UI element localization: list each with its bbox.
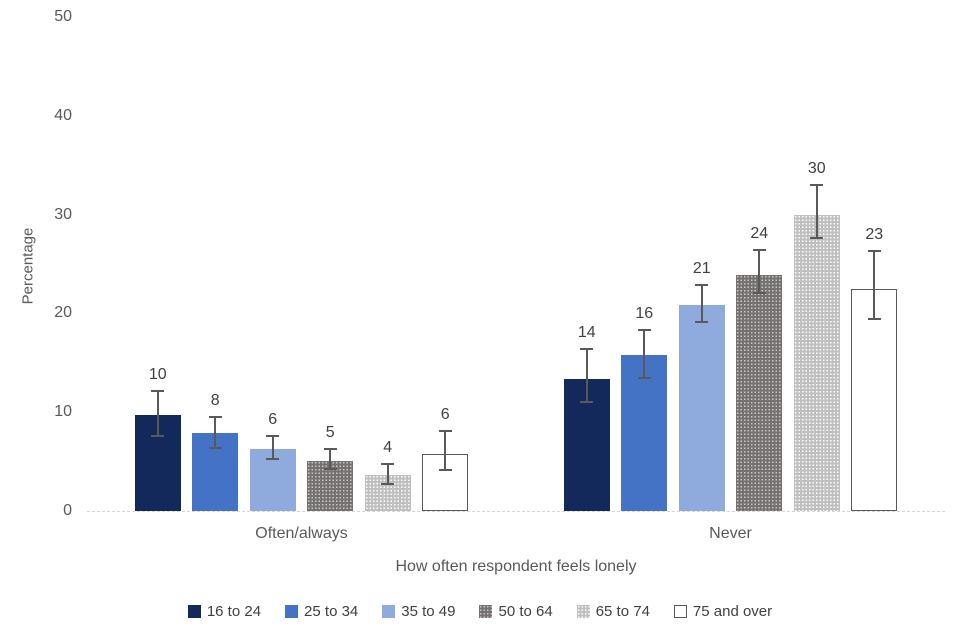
legend-label: 35 to 49 bbox=[401, 603, 456, 620]
error-bar-cap bbox=[580, 347, 594, 350]
error-bar-cap bbox=[810, 237, 824, 240]
legend-label: 25 to 34 bbox=[304, 603, 359, 620]
bar-35-to-49-never bbox=[678, 305, 725, 511]
y-tick-label: 0 bbox=[63, 502, 72, 519]
bar-75-and-over-never bbox=[851, 288, 898, 511]
plot-area: 10 8 6 5 4 6 14 16 21 24 30 23 bbox=[87, 17, 945, 512]
legend-item-35-to-49: 35 to 49 bbox=[382, 603, 455, 620]
y-tick-label: 20 bbox=[54, 304, 72, 322]
bar-25-to-34-never bbox=[621, 354, 668, 511]
bar-value-label: 24 bbox=[750, 225, 769, 243]
error-bar bbox=[156, 391, 159, 436]
error-bar bbox=[643, 330, 646, 378]
error-bar bbox=[386, 463, 389, 485]
error-bar bbox=[758, 250, 761, 293]
legend-label: 75 and over bbox=[692, 603, 773, 620]
category-label: Never bbox=[709, 525, 752, 542]
y-tick-label: 30 bbox=[54, 205, 72, 223]
error-bar-cap bbox=[208, 446, 222, 449]
legend-item-50-to-64: 50 to 64 bbox=[479, 603, 553, 620]
error-bar-cap bbox=[323, 467, 337, 470]
error-bar bbox=[815, 184, 818, 239]
error-bar-cap bbox=[266, 434, 280, 437]
bar-value-label: 4 bbox=[383, 438, 393, 456]
error-bar-cap bbox=[695, 283, 709, 286]
bar-value-label: 5 bbox=[325, 423, 335, 441]
bar-value-label: 14 bbox=[577, 323, 596, 341]
legend-label: 16 to 24 bbox=[206, 603, 262, 620]
bar-value-label: 6 bbox=[268, 410, 278, 428]
error-bar-cap bbox=[381, 483, 395, 486]
bar-value-label: 10 bbox=[148, 366, 167, 384]
legend: 16 to 24 25 to 34 35 to 49 50 to 64 65 to 74… bbox=[0, 603, 960, 620]
legend-item-75-and-over: 75 and over bbox=[673, 603, 773, 620]
bar-value-label: 6 bbox=[440, 405, 450, 423]
error-bar-cap bbox=[752, 249, 766, 252]
bar-value-label: 8 bbox=[210, 392, 220, 410]
error-bar-cap bbox=[438, 429, 452, 432]
legend-swatch-icon bbox=[479, 605, 493, 618]
bar-value-label: 23 bbox=[865, 226, 884, 244]
error-bar-cap bbox=[867, 318, 881, 321]
error-bar-cap bbox=[381, 462, 395, 465]
legend-swatch-icon bbox=[673, 605, 687, 618]
error-bar-cap bbox=[208, 416, 222, 419]
error-bar-cap bbox=[151, 434, 165, 437]
legend-swatch-icon bbox=[187, 605, 201, 618]
legend-label: 50 to 64 bbox=[498, 603, 553, 620]
error-bar bbox=[585, 348, 588, 403]
bar-value-label: 16 bbox=[635, 305, 654, 323]
error-bar-cap bbox=[266, 457, 280, 460]
error-bar bbox=[444, 430, 447, 470]
error-bar-cap bbox=[580, 401, 594, 404]
error-bar-cap bbox=[810, 183, 824, 186]
category-label: Often/always bbox=[255, 525, 348, 542]
x-axis-title: How often respondent feels lonely bbox=[395, 558, 637, 575]
error-bar-cap bbox=[323, 447, 337, 450]
error-bar-cap bbox=[637, 376, 651, 379]
legend-label: 65 to 74 bbox=[595, 603, 650, 620]
error-bar-cap bbox=[151, 390, 165, 393]
error-bar bbox=[700, 284, 703, 323]
y-tick-label: 10 bbox=[54, 403, 72, 421]
error-bar bbox=[873, 251, 876, 320]
legend-item-25-to-34: 25 to 34 bbox=[285, 603, 358, 620]
legend-item-16-to-24: 16 to 24 bbox=[187, 603, 262, 620]
y-tick-label: 50 bbox=[54, 8, 72, 25]
error-bar-cap bbox=[695, 321, 709, 324]
error-bar bbox=[329, 448, 332, 469]
error-bar-cap bbox=[752, 291, 766, 294]
legend-swatch-icon bbox=[576, 605, 590, 618]
bar-value-label: 30 bbox=[807, 159, 826, 177]
bar-50-to-64-never bbox=[736, 274, 783, 511]
bar-value-label: 21 bbox=[692, 259, 711, 277]
error-bar-cap bbox=[867, 250, 881, 253]
legend-swatch-icon bbox=[285, 605, 299, 618]
legend-swatch-icon bbox=[382, 605, 396, 618]
error-bar bbox=[214, 417, 217, 448]
legend-item-65-to-74: 65 to 74 bbox=[576, 603, 650, 620]
error-bar-cap bbox=[438, 468, 452, 471]
bar-65-to-74-never bbox=[793, 214, 840, 511]
y-axis-title: Percentage bbox=[19, 227, 37, 305]
y-tick-label: 40 bbox=[54, 106, 72, 124]
error-bar-cap bbox=[637, 329, 651, 332]
error-bar bbox=[271, 435, 274, 459]
